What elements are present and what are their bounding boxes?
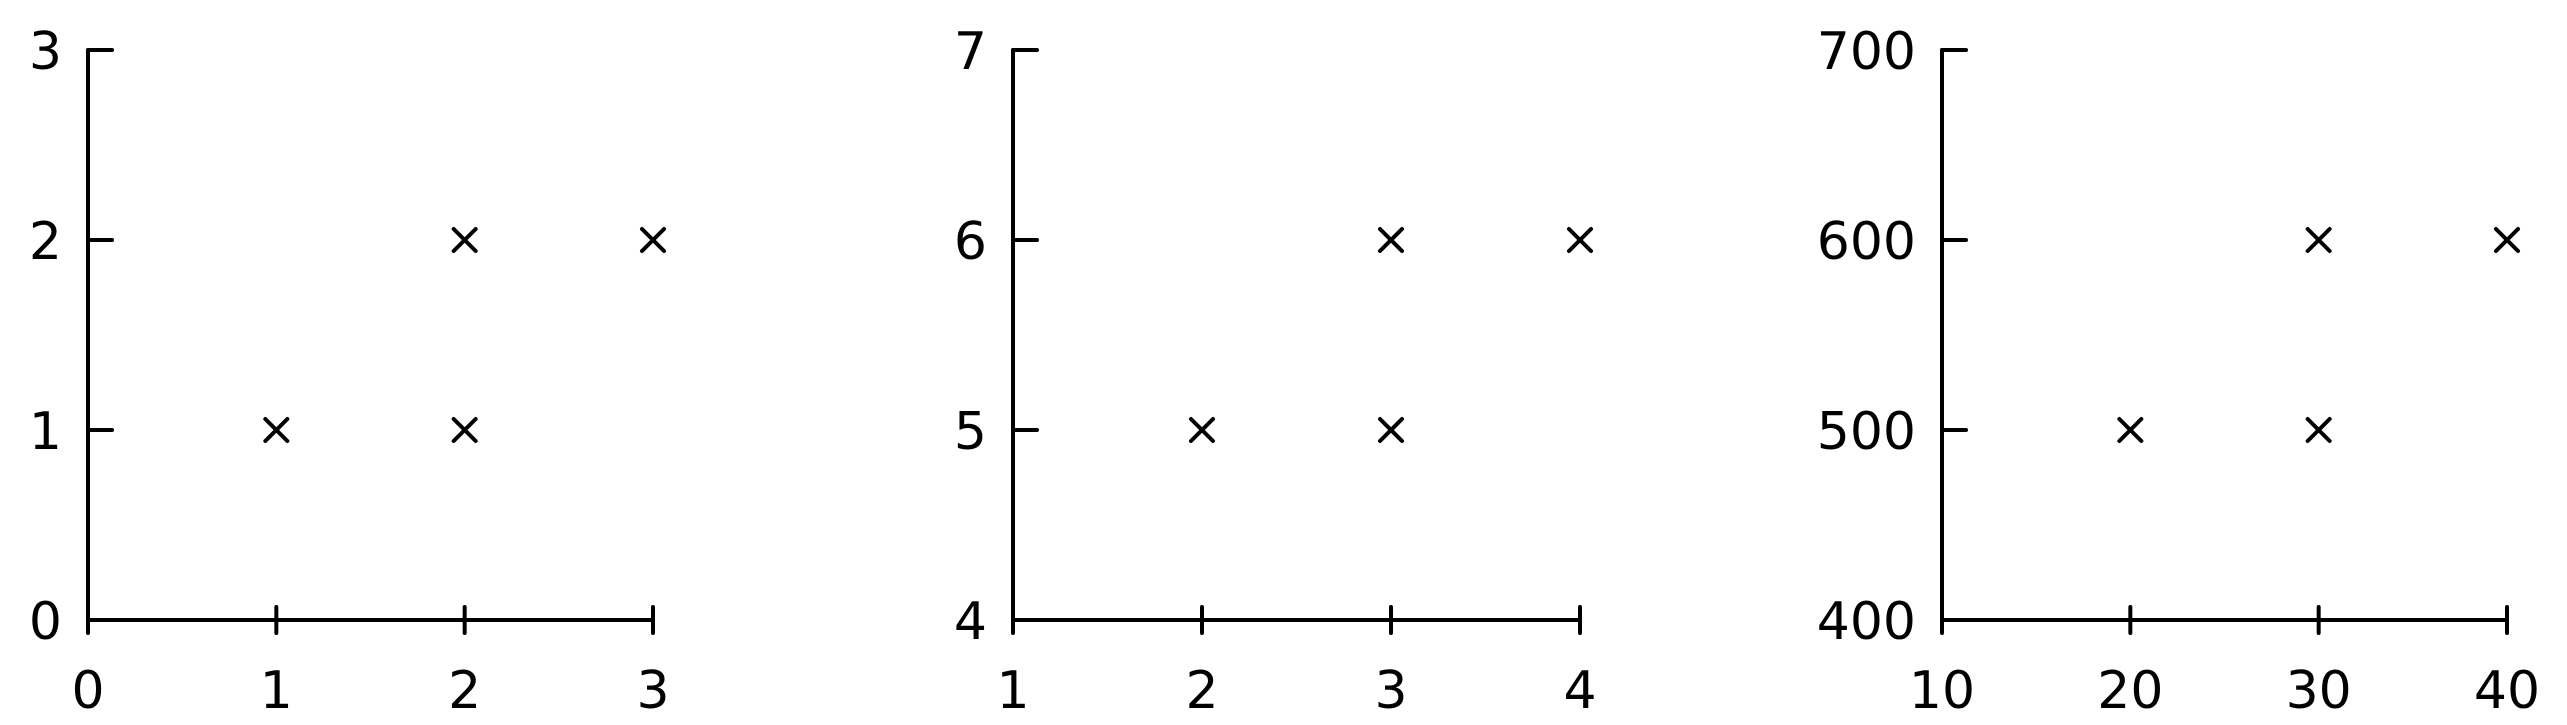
y-tick-label: 500 — [1817, 402, 1916, 462]
x-tick-label: 20 — [2097, 661, 2163, 721]
data-point — [640, 227, 666, 253]
data-point — [2305, 227, 2332, 253]
x-tick-label: 0 — [71, 661, 104, 721]
x-tick-label: 10 — [1909, 661, 1975, 721]
chart-panel-1: 0 1 2 3 0 1 2 3 — [29, 22, 670, 721]
data-point — [1189, 417, 1215, 443]
data-point — [2117, 417, 2144, 443]
data-point — [263, 417, 290, 443]
x-tick-label: 30 — [2286, 661, 2352, 721]
x-tick-label: 3 — [1374, 661, 1407, 721]
x-tick-label: 4 — [1563, 661, 1596, 721]
chart-panel-2: 1 2 3 4 4 5 6 7 — [954, 22, 1597, 721]
y-tick-label: 2 — [29, 212, 62, 272]
y-tick-label: 0 — [29, 592, 62, 652]
y-tick-label: 7 — [954, 22, 987, 82]
y-tick-label: 400 — [1817, 592, 1916, 652]
x-tick-label: 2 — [448, 661, 481, 721]
x-tick-label: 2 — [1185, 661, 1218, 721]
x-tick-label: 1 — [260, 661, 293, 721]
data-point — [2494, 227, 2520, 253]
y-tick-label: 3 — [29, 22, 62, 82]
chart-panel-3: 10 20 30 40 400 500 600 700 — [1817, 22, 2540, 721]
y-tick-label: 4 — [954, 592, 987, 652]
x-tick-label: 3 — [636, 661, 669, 721]
y-tick-label: 5 — [954, 402, 987, 462]
y-tick-label: 700 — [1817, 22, 1916, 82]
data-point — [451, 417, 478, 443]
data-point — [451, 227, 478, 253]
y-tick-label: 600 — [1817, 212, 1916, 272]
data-point — [2305, 417, 2332, 443]
x-tick-label: 40 — [2474, 661, 2540, 721]
y-tick-label: 6 — [954, 212, 987, 272]
data-point — [1567, 227, 1593, 253]
x-tick-label: 1 — [996, 661, 1029, 721]
data-point — [1378, 417, 1404, 443]
y-tick-label: 1 — [29, 402, 62, 462]
data-point — [1378, 227, 1404, 253]
